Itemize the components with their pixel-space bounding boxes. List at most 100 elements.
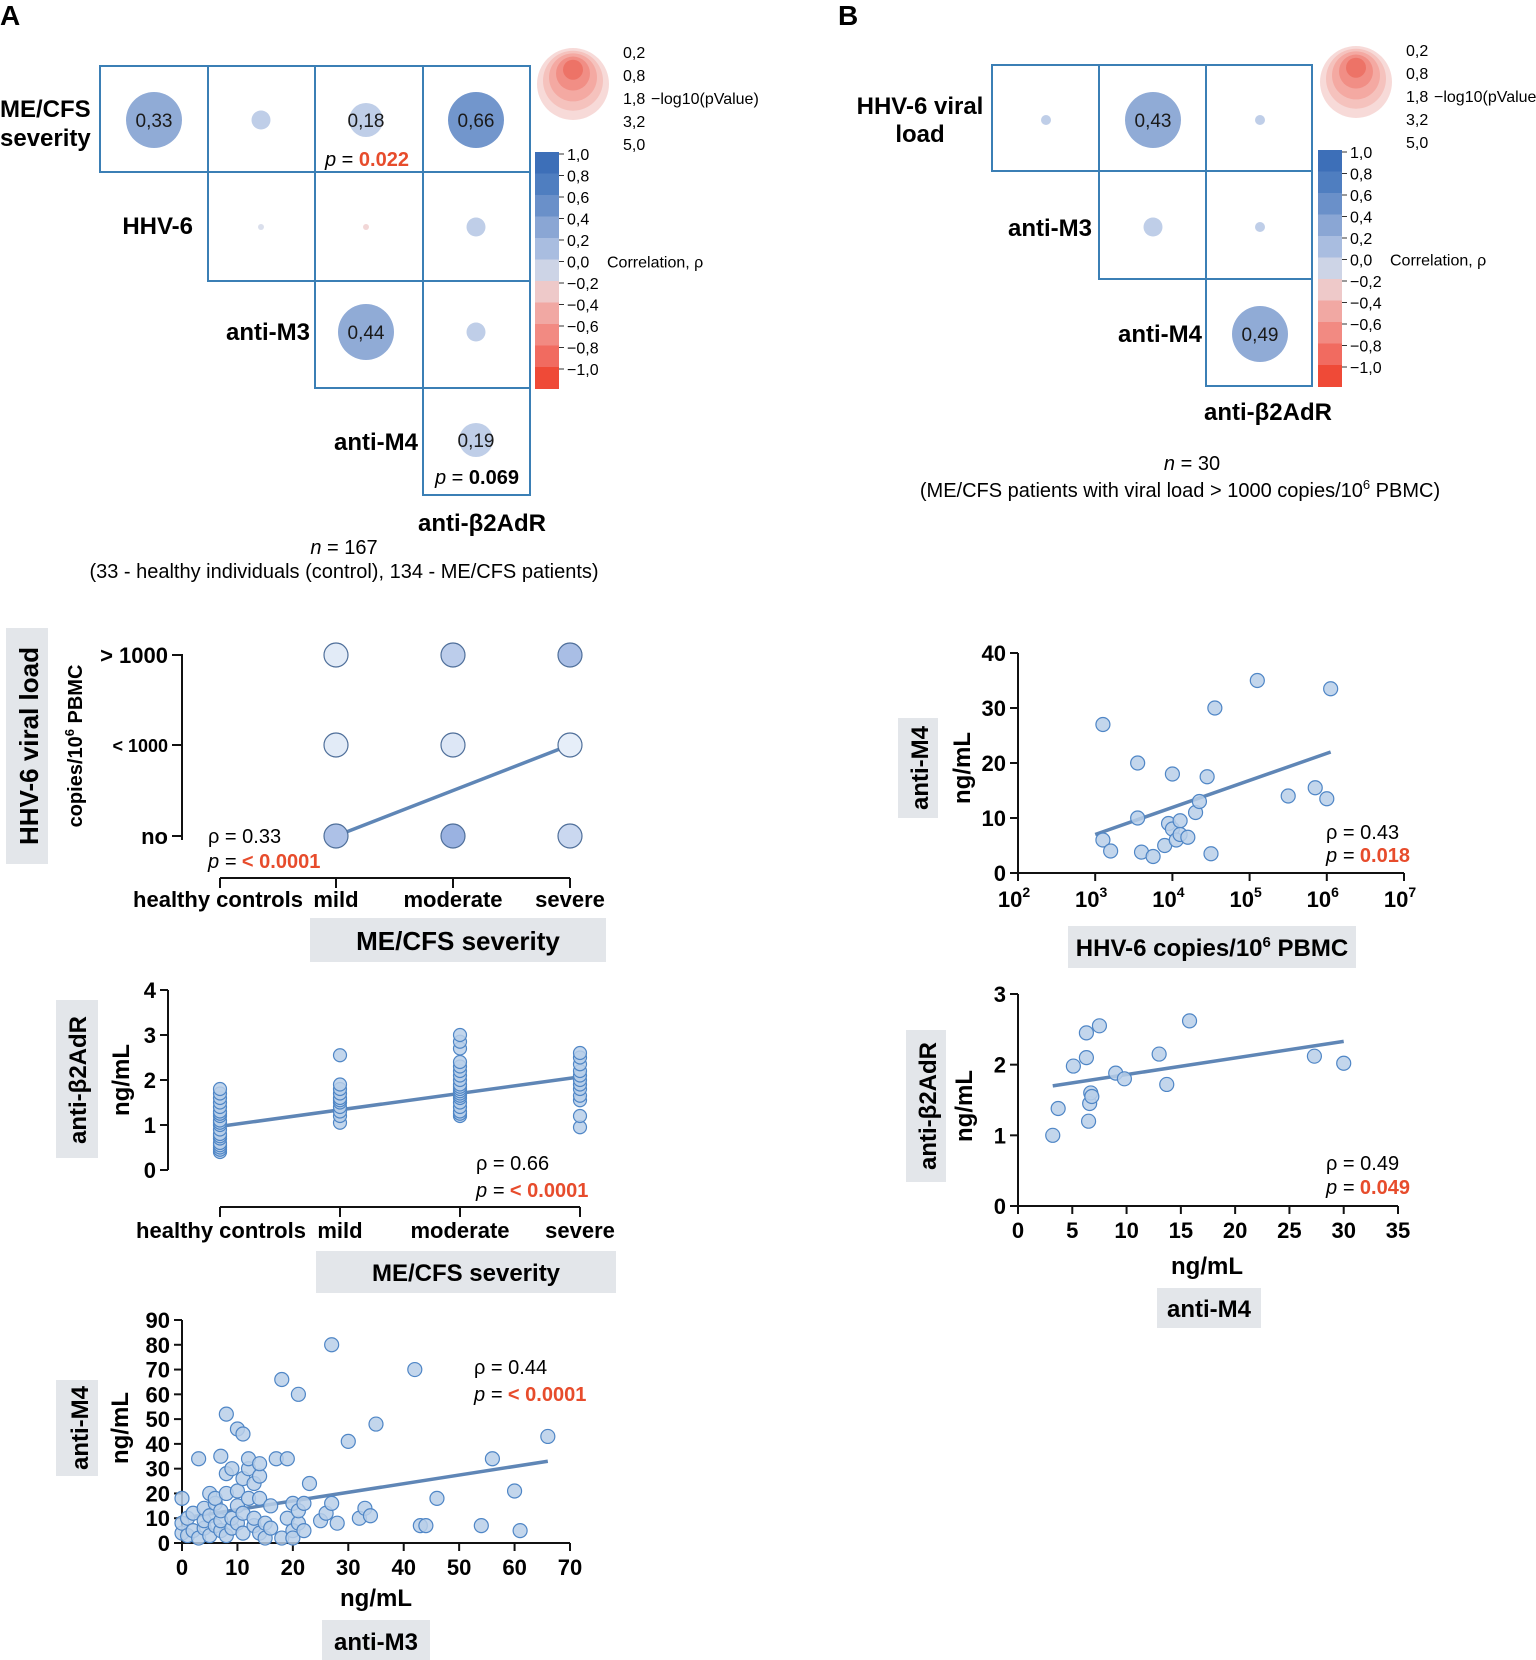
matrix-a-rho-label-3-3: 0,19: [458, 431, 495, 452]
a1-bubble-4: [440, 732, 466, 758]
b1-point-23: [1319, 791, 1335, 807]
legend-b-color-value-1: 0,8: [1350, 167, 1372, 184]
a3-point-83: [540, 1428, 556, 1445]
a3-point-79: [473, 1518, 489, 1534]
legend-a-color-value-6: −0,2: [567, 276, 599, 293]
legend-a-color-value-5: 0,0: [567, 255, 589, 272]
a3-ytick-4: 40: [146, 1432, 170, 1457]
legend-b-color-swatch-9: [1318, 343, 1342, 366]
legend-a-color-swatch-5: [535, 259, 559, 282]
ytick-a1-lt1000: < 1000: [112, 736, 168, 756]
legend-b-color-title: Correlation, ρ: [1390, 253, 1486, 270]
legend-b-color-swatch-4: [1318, 236, 1342, 258]
b2-point-4: [1078, 1025, 1095, 1041]
matrix-b-rho-label-2-2: 0,49: [1242, 325, 1279, 346]
a3-point-70: [340, 1433, 356, 1450]
legend-a-color-value-8: −0,6: [567, 319, 599, 336]
matrix-b-bubble-0-0: [1041, 115, 1051, 125]
b2-point-11: [1116, 1071, 1133, 1087]
legend-a-color-swatch-6: [535, 281, 559, 303]
ylabel-a1: HHV-6 viral load: [14, 647, 44, 845]
legend-a-color-swatch-10: [535, 367, 559, 389]
col-label-anti-b2adr: anti-β2AdR: [418, 510, 546, 537]
legend-b-size-value-4: 5,0: [1406, 135, 1428, 152]
matrix-a-bubble-2-2: [338, 304, 394, 360]
xlabel-b2: ng/mL: [1171, 1253, 1243, 1280]
legend-a-color-swatch-8: [535, 324, 559, 346]
n-count-a: n = 167: [310, 537, 377, 559]
legend-b-color-value-10: −1,0: [1350, 360, 1382, 377]
a3-point-24: [218, 1406, 234, 1422]
b2-xtick-3: 15: [1169, 1218, 1193, 1243]
legend-a-color-swatch-1: [535, 173, 559, 196]
legend-a-size-bubble-4: [563, 59, 583, 80]
matrix-a-rho-label-0-3: 0,66: [458, 111, 495, 132]
legend-a-color-swatch-7: [535, 302, 559, 325]
b1-point-24: [1323, 681, 1339, 697]
matrix-a-rho-label-0-0: 0,33: [136, 111, 173, 132]
b1-ytick-0: 0: [994, 861, 1006, 886]
b1-xtick-4: 106: [1307, 884, 1339, 912]
a2-xtick-0: healthy controls: [136, 1218, 306, 1243]
b1-ytick-3: 30: [982, 696, 1006, 721]
stat-p-a3: p = < 0.0001: [473, 1384, 586, 1406]
matrix-b-bubble-0-1: [1125, 92, 1181, 148]
a3-point-80: [484, 1451, 500, 1467]
b1-point-4: [1130, 755, 1146, 771]
a3-point-35: [235, 1525, 251, 1541]
b2-point-3: [1078, 1049, 1095, 1066]
b2-xtick-0: 0: [1012, 1218, 1024, 1243]
a2-xtick-1: mild: [317, 1218, 362, 1243]
pvalue-m4-b2adr: p = 0.069: [434, 467, 519, 489]
a3-point-50: [263, 1498, 279, 1514]
legend-b-color-value-7: −0,4: [1350, 296, 1382, 313]
xlabel-a3: ng/mL: [340, 1585, 412, 1612]
legend-a-color-swatch-4: [535, 238, 559, 260]
legend-b-color-swatch-5: [1318, 257, 1342, 280]
a3-point-69: [329, 1515, 345, 1531]
a2-point-3-11: [572, 1045, 588, 1061]
a3-xtick-2: 20: [281, 1555, 305, 1580]
a3-point-75: [407, 1361, 423, 1378]
legend-b-color-swatch-10: [1318, 365, 1342, 387]
legend-b-color-swatch-1: [1318, 171, 1342, 194]
b2-point-0: [1045, 1127, 1061, 1143]
a3-point-21: [213, 1448, 229, 1464]
a3-point-81: [506, 1483, 523, 1499]
panel-label-b: B: [838, 0, 858, 31]
b2-point-8: [1084, 1088, 1100, 1105]
a1-bubble-1: [440, 642, 466, 668]
legend-b-color-value-9: −0,8: [1350, 339, 1382, 356]
a3-ytick-7: 70: [146, 1358, 170, 1383]
legend-a-color-swatch-0: [535, 152, 559, 174]
caption-b: (ME/CFS patients with viral load > 1000 …: [920, 477, 1440, 502]
matrix-a-bubble-0-2: [349, 103, 383, 137]
b2-ytick-0: 0: [994, 1194, 1006, 1219]
xtick-a1-mild: mild: [313, 887, 358, 912]
a3-point-59: [290, 1386, 306, 1402]
a3-point-78: [429, 1490, 445, 1507]
a3-ytick-3: 30: [146, 1457, 170, 1482]
b2-point-14: [1181, 1013, 1198, 1029]
legend-a-color-title: Correlation, ρ: [607, 255, 703, 272]
a3-point-68: [324, 1495, 340, 1511]
a3-point-62: [296, 1523, 312, 1539]
xtick-a1-moderate: moderate: [403, 887, 502, 912]
a3-point-52: [274, 1371, 290, 1388]
ylabel2-a1: copies/106 PBMC: [62, 665, 87, 828]
row-label-severity-1: ME/CFS: [0, 96, 91, 123]
b2-ytick-3: 3: [994, 982, 1006, 1007]
a3-point-28: [224, 1461, 240, 1477]
matrix-a-rho-label-0-2: 0,18: [348, 111, 385, 132]
a1-bubble-0: [323, 642, 349, 668]
b1-point-10: [1164, 766, 1181, 782]
matrix-b-bubble-2-2: [1232, 306, 1288, 362]
a1-bubble-8: [557, 823, 583, 849]
matrix-a-bubble-1-1: [258, 224, 264, 230]
legend-b-color-value-2: 0,6: [1350, 188, 1372, 205]
legend-b-color-value-5: 0,0: [1350, 253, 1372, 270]
b2-point-12: [1151, 1046, 1167, 1062]
ytick-a1-gt1000: > 1000: [100, 643, 168, 668]
